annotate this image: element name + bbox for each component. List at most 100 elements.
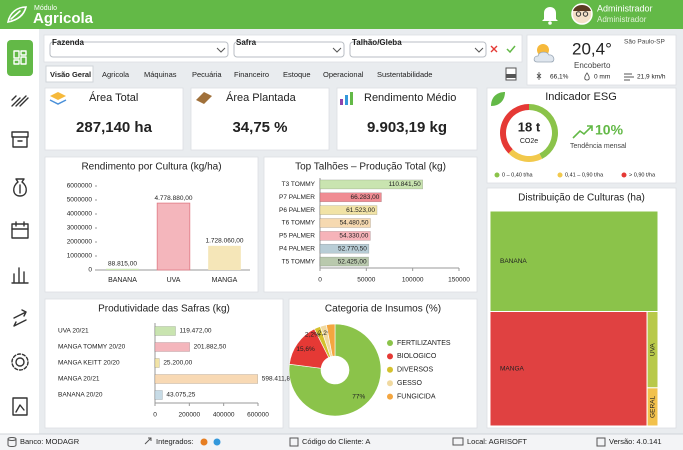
value-label: 66.283,00 bbox=[351, 194, 380, 201]
tab[interactable]: Agricola bbox=[102, 70, 130, 79]
gauge-segment bbox=[508, 149, 543, 162]
icon-user-report[interactable] bbox=[12, 397, 28, 416]
y-tick-label: 4000000 bbox=[67, 211, 93, 218]
legend-label: 0,41 – 0,90 t/ha bbox=[565, 172, 604, 178]
logo-icon bbox=[6, 6, 28, 24]
x-tick-label: 0 bbox=[318, 277, 322, 284]
tab[interactable]: Sustentabilidade bbox=[377, 70, 432, 79]
y-tick-label: BANANA 20/20 bbox=[58, 392, 103, 399]
bar bbox=[319, 243, 370, 254]
esg-legend: 0 – 0,40 t/ha 0,41 – 0,90 t/ha > 0,90 t/ha bbox=[494, 172, 656, 178]
gauge-segment bbox=[529, 104, 558, 159]
humidity-icon bbox=[536, 72, 542, 80]
bar bbox=[106, 268, 139, 270]
tabs: Visão Geral Agricola Máquinas Pecuária Finan… bbox=[45, 65, 432, 83]
select-label: Talhão/Gleba bbox=[352, 38, 402, 47]
icon-settings[interactable] bbox=[11, 353, 29, 371]
tab[interactable]: Estoque bbox=[283, 70, 311, 79]
kpi-card bbox=[336, 87, 478, 151]
kpi-icon-area bbox=[49, 92, 67, 105]
version-icon bbox=[596, 437, 606, 447]
y-tick-label: P7 PALMER bbox=[279, 194, 315, 201]
value-label: 4.778.880,00 bbox=[155, 195, 193, 202]
legend-label: GESSO bbox=[397, 380, 422, 387]
tab[interactable]: Pecuária bbox=[192, 70, 222, 79]
apply-button[interactable] bbox=[506, 45, 516, 54]
filters: Fazenda Safra Talhão/Gleba bbox=[49, 38, 487, 58]
icon-archive[interactable] bbox=[11, 131, 29, 148]
treemap-cell bbox=[646, 387, 659, 427]
kpi-value: 287,140 ha bbox=[76, 119, 153, 136]
avatar[interactable] bbox=[571, 3, 593, 25]
tab[interactable]: Financeiro bbox=[234, 70, 269, 79]
chart-title: Distribuição de Culturas (ha) bbox=[518, 193, 645, 204]
treemap-label: GERAL bbox=[649, 396, 656, 418]
bar bbox=[319, 231, 371, 241]
x-tick-label: 150000 bbox=[448, 277, 470, 284]
legend-label: > 0,90 t/ha bbox=[629, 172, 656, 178]
bar bbox=[319, 205, 378, 215]
icon-reports[interactable] bbox=[11, 267, 29, 284]
bar bbox=[154, 374, 258, 384]
treemap-label: BANANA bbox=[500, 258, 527, 265]
y-tick-label: 1000000 bbox=[67, 253, 93, 260]
value-label: 119.472,00 bbox=[180, 328, 212, 335]
value-label: 54.330,00 bbox=[339, 233, 368, 240]
tab[interactable]: Máquinas bbox=[144, 70, 177, 79]
logo: Agricola bbox=[33, 10, 94, 27]
legend-label: BIOLOGICO bbox=[397, 353, 437, 360]
x-tick-label: 50000 bbox=[357, 277, 375, 284]
select-caret bbox=[332, 47, 342, 53]
select-box[interactable] bbox=[349, 41, 487, 58]
kpi-icon-yield bbox=[340, 92, 353, 105]
treemap-cell bbox=[489, 210, 659, 312]
user-name[interactable]: Administrador bbox=[597, 3, 653, 13]
y-tick-label: 3000000 bbox=[67, 225, 93, 232]
y-tick-label: 0 bbox=[88, 267, 92, 274]
weather-rain: 0 mm bbox=[594, 74, 610, 81]
tab[interactable]: Operacional bbox=[323, 70, 364, 79]
weather-wind: 21,9 km/h bbox=[637, 74, 666, 81]
kpi-card bbox=[190, 87, 330, 151]
weather-location: São Paulo-SP bbox=[624, 39, 665, 46]
select-box[interactable] bbox=[49, 41, 229, 58]
bell-icon[interactable] bbox=[542, 7, 558, 25]
tab-active[interactable] bbox=[45, 65, 94, 83]
bar bbox=[319, 218, 371, 228]
sidebar-active[interactable] bbox=[7, 40, 33, 76]
pie-slice bbox=[326, 323, 336, 357]
weather-condition: Encoberto bbox=[574, 61, 611, 70]
legend-dot bbox=[621, 172, 627, 178]
y-tick-label: T5 TOMMY bbox=[282, 258, 316, 265]
tab[interactable]: Visão Geral bbox=[50, 70, 91, 79]
local-icon bbox=[452, 437, 464, 446]
legend-label: 0 – 0,40 t/ha bbox=[502, 172, 534, 178]
gauge-segment bbox=[499, 104, 529, 154]
user-role: Administrador bbox=[597, 15, 647, 24]
icon-transfer[interactable] bbox=[13, 309, 27, 327]
esg-leaf bbox=[491, 92, 505, 106]
esg-trend: 10% bbox=[595, 122, 624, 138]
value-label: 61.523,00 bbox=[346, 207, 375, 214]
icon-agriculture[interactable] bbox=[11, 95, 29, 107]
header-bar bbox=[0, 0, 683, 29]
select-box[interactable] bbox=[233, 41, 345, 58]
legend-dot bbox=[387, 380, 393, 387]
slice-label: 77% bbox=[352, 394, 365, 401]
db-icon bbox=[7, 437, 17, 447]
kpi-card bbox=[44, 87, 184, 151]
icon-dashboard[interactable] bbox=[13, 50, 27, 65]
clear-button[interactable] bbox=[490, 45, 498, 53]
icon-calendar[interactable] bbox=[11, 221, 29, 239]
slice-label: 15,6% bbox=[296, 346, 315, 353]
x-tick-label: UVA bbox=[167, 277, 181, 284]
kpi-icon-planted bbox=[196, 92, 212, 104]
legend-label: FERTILIZANTES bbox=[397, 340, 451, 347]
value-label: 110.841,50 bbox=[389, 181, 421, 188]
chart-title: Top Talhões – Produção Total (kg) bbox=[295, 162, 446, 173]
pdf-button[interactable] bbox=[505, 67, 517, 81]
icon-money[interactable] bbox=[13, 178, 27, 197]
legend-label: DIVERSOS bbox=[397, 367, 434, 374]
x-tick-label: 200000 bbox=[178, 412, 200, 419]
bar bbox=[154, 358, 160, 368]
